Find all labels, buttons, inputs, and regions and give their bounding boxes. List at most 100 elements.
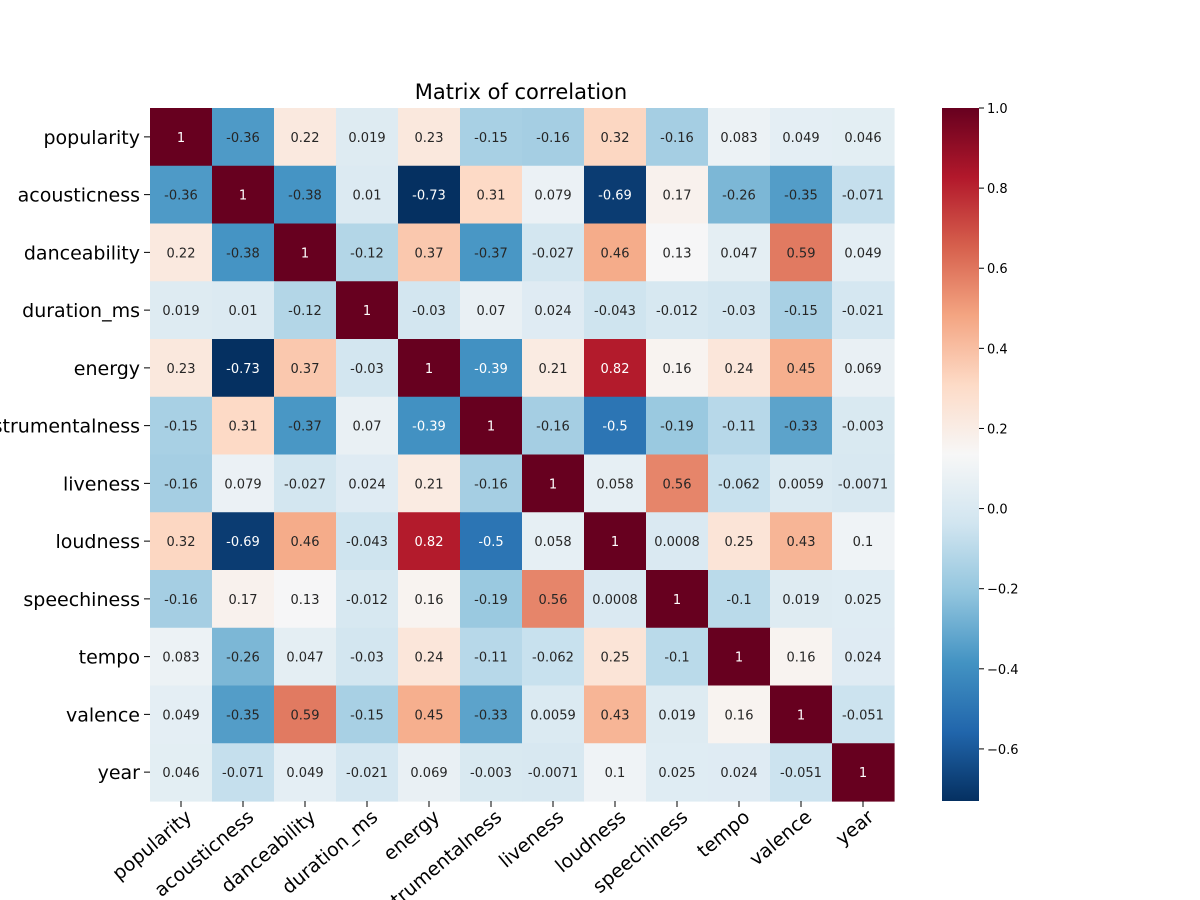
heatmap-cell-2-6 <box>522 223 585 282</box>
heatmap-cell-5-3 <box>336 396 399 456</box>
row-labels: popularity acousticness danceability durati… <box>0 127 150 784</box>
colorbar-tick-label-0: 1.0 <box>987 102 1008 117</box>
cell-value-label-0-4: 0.23 <box>415 131 444 146</box>
heatmap-cell-1-5 <box>460 165 523 225</box>
heatmap-cell-4-2 <box>274 339 337 398</box>
heatmap-cell-10-1 <box>212 685 275 744</box>
colorbar-tick-label-2: 0.6 <box>987 262 1008 277</box>
cell-value-label-8-10: 0.019 <box>782 593 819 608</box>
cell-value-label-11-2: 0.049 <box>286 766 323 781</box>
heatmap-cell-10-11 <box>832 685 895 744</box>
heatmap-cell-8-11 <box>832 570 895 629</box>
heatmap-cell-5-9 <box>708 396 771 456</box>
cell-value-label-0-5: -0.15 <box>474 131 508 146</box>
heatmap-cell-10-4 <box>398 685 461 744</box>
heatmap-cell-9-5 <box>460 627 523 687</box>
heatmap-cell-6-0 <box>150 454 213 513</box>
row-label-0: popularity <box>44 127 141 149</box>
heatmap-cell-1-8 <box>646 165 709 225</box>
cell-value-label-1-3: 0.01 <box>353 189 382 204</box>
heatmap-cell-3-5 <box>460 281 523 340</box>
cell-value-label-11-9: 0.024 <box>720 766 757 781</box>
row-label-10: valence <box>66 704 140 726</box>
cell-value-label-7-3: -0.043 <box>346 535 388 550</box>
colorbar-tick-label-7: −0.4 <box>987 663 1019 678</box>
cell-value-label-7-8: 0.0008 <box>654 535 700 550</box>
heatmap-cell-1-4 <box>398 165 461 225</box>
cell-value-label-6-9: -0.062 <box>718 477 760 492</box>
cell-value-label-9-1: -0.26 <box>226 651 260 666</box>
colorbar-tick-label-4: 0.2 <box>987 422 1008 437</box>
cell-value-label-2-1: -0.38 <box>226 246 260 261</box>
cell-value-label-1-8: 0.17 <box>663 189 692 204</box>
cell-value-label-10-7: 0.43 <box>601 708 630 723</box>
heatmap-cell-10-3 <box>336 685 399 744</box>
heatmap-cell-4-10 <box>770 339 833 398</box>
heatmap-cell-10-6 <box>522 685 585 744</box>
heatmap-cell-9-2 <box>274 627 337 687</box>
heatmap-cell-0-3 <box>336 108 399 167</box>
heatmap-cell-10-7 <box>584 685 647 744</box>
heatmap-cell-6-10 <box>770 454 833 513</box>
cell-value-label-9-9: 1 <box>735 651 743 666</box>
cell-value-label-3-9: -0.03 <box>722 304 756 319</box>
heatmap-cell-3-1 <box>212 281 275 340</box>
heatmap-cell-7-3 <box>336 512 399 571</box>
cell-value-label-9-2: 0.047 <box>286 651 323 666</box>
heatmap-cell-9-7 <box>584 627 647 687</box>
cell-value-label-0-2: 0.22 <box>291 131 320 146</box>
chart-title: Matrix of correlation <box>415 80 627 104</box>
heatmap-cell-5-7 <box>584 396 647 456</box>
heatmap-cell-7-10 <box>770 512 833 571</box>
column-label-10: valence <box>745 806 816 870</box>
cell-value-label-5-7: -0.5 <box>602 420 627 435</box>
cell-value-label-0-3: 0.019 <box>348 131 385 146</box>
cell-value-label-2-4: 0.37 <box>415 246 444 261</box>
colorbar-tick-label-1: 0.8 <box>987 182 1008 197</box>
heatmap-cell-7-8 <box>646 512 709 571</box>
cell-value-label-5-11: -0.003 <box>842 420 884 435</box>
cell-value-label-0-8: -0.16 <box>660 131 694 146</box>
cell-value-label-9-10: 0.16 <box>787 651 816 666</box>
cell-value-label-8-9: -0.1 <box>726 593 751 608</box>
heatmap-cell-4-3 <box>336 339 399 398</box>
heatmap-cell-7-1 <box>212 512 275 571</box>
cell-value-label-4-4: 1 <box>425 362 433 377</box>
cell-value-label-4-2: 0.37 <box>291 362 320 377</box>
cell-value-label-4-7: 0.82 <box>601 362 630 377</box>
cell-value-label-6-2: -0.027 <box>284 477 326 492</box>
cell-value-label-7-4: 0.82 <box>415 535 444 550</box>
heatmap-cell-5-0 <box>150 396 213 456</box>
cell-value-label-3-7: -0.043 <box>594 304 636 319</box>
heatmap-cell-6-4 <box>398 454 461 513</box>
heatmap-cell-4-8 <box>646 339 709 398</box>
cell-value-label-9-6: -0.062 <box>532 651 574 666</box>
heatmap-cell-5-11 <box>832 396 895 456</box>
heatmap-cell-4-4 <box>398 339 461 398</box>
cell-value-label-6-7: 0.058 <box>596 477 633 492</box>
heatmap-cell-10-9 <box>708 685 771 744</box>
cell-value-label-5-4: -0.39 <box>412 420 446 435</box>
heatmap-cell-6-5 <box>460 454 523 513</box>
heatmap-cell-11-7 <box>584 743 647 802</box>
cell-value-label-11-11: 1 <box>859 766 867 781</box>
row-label-4: energy <box>74 358 140 380</box>
colorbar-tick-label-3: 0.4 <box>987 342 1008 357</box>
cell-value-label-4-8: 0.16 <box>663 362 692 377</box>
cell-value-label-4-11: 0.069 <box>844 362 881 377</box>
heatmap-cell-2-0 <box>150 223 213 282</box>
cell-value-label-7-5: -0.5 <box>478 535 503 550</box>
cell-value-label-4-10: 0.45 <box>787 362 816 377</box>
cell-value-label-5-10: -0.33 <box>784 420 818 435</box>
cell-value-label-10-9: 0.16 <box>725 708 754 723</box>
cell-value-label-7-7: 1 <box>611 535 619 550</box>
column-label-11: year <box>832 806 879 850</box>
cell-value-label-11-7: 0.1 <box>605 766 626 781</box>
heatmap-cell-6-8 <box>646 454 709 513</box>
cell-value-label-6-5: -0.16 <box>474 477 508 492</box>
cell-value-label-5-5: 1 <box>487 420 495 435</box>
heatmap-cell-10-8 <box>646 685 709 744</box>
cell-value-label-1-4: -0.73 <box>412 189 446 204</box>
heatmap-cell-0-0 <box>150 108 213 167</box>
heatmap-cell-2-7 <box>584 223 647 282</box>
